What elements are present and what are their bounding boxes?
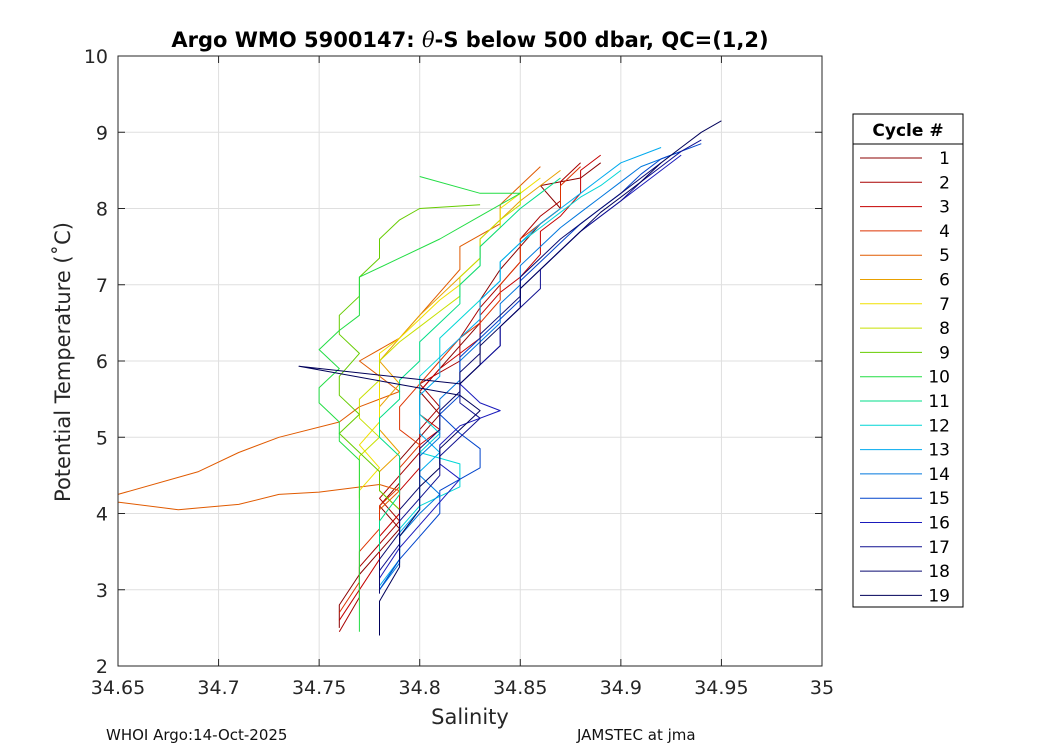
series-line-cycle-4 [338, 166, 581, 613]
series-layer [117, 120, 722, 636]
legend-label: 11 [928, 392, 950, 412]
legend-label: 4 [939, 222, 950, 242]
x-tick-label: 34.65 [91, 677, 145, 699]
y-tick-label: 8 [96, 199, 108, 221]
legend-label: 5 [939, 246, 950, 266]
chart-title-theta: θ [422, 28, 435, 52]
x-tick-label: 34.95 [694, 677, 748, 699]
x-tick-label: 34.9 [600, 677, 642, 699]
series-line-cycle-6 [379, 170, 561, 511]
y-tick-label: 4 [96, 504, 108, 526]
series-line-cycle-7 [358, 177, 541, 510]
x-tick-label: 35 [810, 677, 834, 699]
legend-label: 10 [928, 368, 950, 388]
series-line-cycle-11 [379, 177, 561, 552]
y-axis-ticks: 2 3 4 5 6 7 8 9 10 [84, 46, 822, 678]
legend-label: 15 [928, 489, 950, 509]
y-tick-label: 6 [96, 351, 108, 373]
chart-title-suffix: -S below 500 dbar, QC=(1,2) [435, 28, 769, 52]
legend-label: 14 [928, 465, 950, 485]
y-tick-label: 5 [96, 427, 108, 449]
y-tick-label: 7 [96, 275, 108, 297]
legend-label: 1 [939, 149, 950, 169]
legend-label: 13 [928, 441, 950, 461]
y-tick-label: 2 [96, 656, 108, 678]
series-line-cycle-3 [338, 154, 602, 621]
y-tick-label: 10 [84, 46, 108, 68]
x-tick-label: 34.75 [292, 677, 346, 699]
x-tick-label: 34.85 [493, 677, 547, 699]
y-tick-label: 9 [96, 122, 108, 144]
x-tick-label: 34.8 [399, 677, 441, 699]
legend-label: 8 [939, 319, 950, 339]
legend-box [852, 113, 964, 608]
series-line-cycle-14 [379, 150, 682, 591]
legend-label: 6 [939, 271, 950, 291]
series-line-cycle-17 [379, 139, 702, 572]
legend-label: 17 [928, 538, 950, 558]
footer-left: WHOI Argo:14-Oct-2025 [106, 726, 288, 744]
legend-label: 12 [928, 416, 950, 436]
series-line-cycle-8 [358, 185, 521, 499]
x-axis-ticks: 34.65 34.7 34.75 34.8 34.85 34.9 34.95 35 [91, 56, 834, 699]
series-line-cycle-19 [298, 120, 722, 636]
footer-right: JAMSTEC at jma [577, 726, 696, 744]
legend-title: Cycle # [872, 121, 943, 141]
series-line-cycle-10 [318, 176, 521, 632]
legend-label: 2 [939, 173, 950, 193]
legend-label: 18 [928, 562, 950, 582]
x-tick-label: 34.7 [197, 677, 239, 699]
y-axis-label: Potential Temperature (˚C) [51, 222, 75, 502]
series-line-cycle-9 [338, 204, 481, 511]
chart-title-prefix: Argo WMO 5900147: [171, 28, 422, 52]
legend-label: 19 [928, 586, 950, 606]
x-axis-label: Salinity [431, 705, 509, 729]
legend-label: 7 [939, 295, 950, 315]
legend-label: 16 [928, 514, 950, 534]
y-tick-label: 3 [96, 580, 108, 602]
chart-title: Argo WMO 5900147: θ-S below 500 dbar, QC… [171, 28, 768, 52]
legend-label: 3 [939, 198, 950, 218]
legend-label: 9 [939, 343, 950, 363]
